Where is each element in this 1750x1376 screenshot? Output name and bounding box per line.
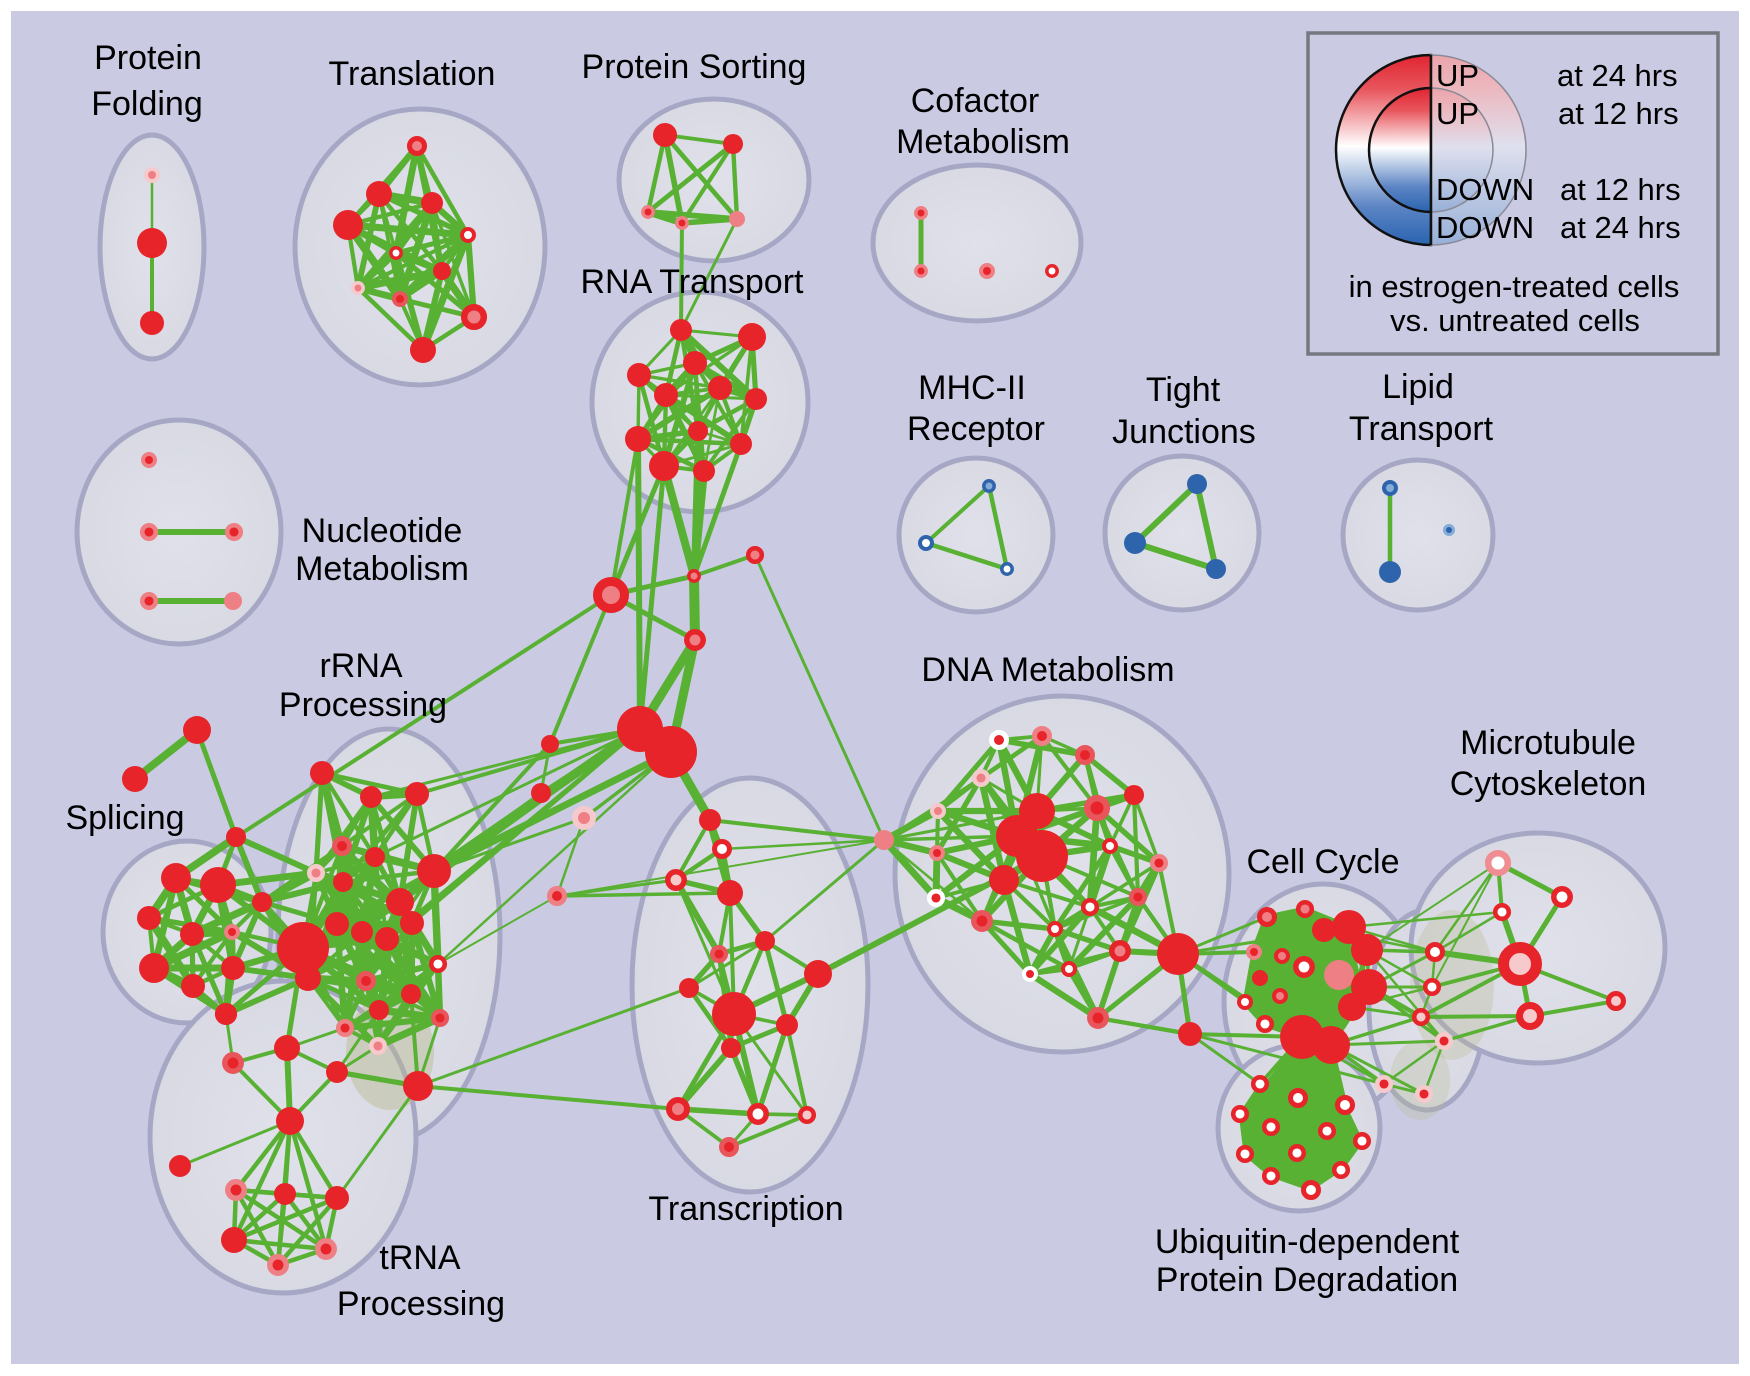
svg-text:DNA Metabolism: DNA Metabolism — [921, 651, 1174, 689]
svg-text:Processing: Processing — [337, 1285, 505, 1323]
svg-text:at 24 hrs: at 24 hrs — [1560, 210, 1681, 245]
svg-text:UP: UP — [1436, 58, 1479, 93]
svg-text:Tight: Tight — [1146, 371, 1221, 409]
svg-text:at 12 hrs: at 12 hrs — [1558, 96, 1679, 131]
svg-text:in estrogen-treated cells: in estrogen-treated cells — [1349, 269, 1680, 304]
svg-text:Microtubule: Microtubule — [1460, 724, 1636, 762]
svg-text:Splicing: Splicing — [65, 799, 184, 837]
svg-text:at 24 hrs: at 24 hrs — [1557, 58, 1678, 93]
svg-text:rRNA: rRNA — [319, 647, 402, 685]
svg-text:Translation: Translation — [329, 55, 496, 93]
svg-text:DOWN: DOWN — [1436, 172, 1534, 207]
svg-text:DOWN: DOWN — [1436, 210, 1534, 245]
svg-text:at 12 hrs: at 12 hrs — [1560, 172, 1681, 207]
svg-text:Protein Sorting: Protein Sorting — [582, 48, 807, 86]
svg-text:Processing: Processing — [279, 686, 447, 724]
svg-text:vs. untreated cells: vs. untreated cells — [1390, 303, 1640, 338]
svg-text:Lipid: Lipid — [1382, 368, 1454, 406]
svg-text:UP: UP — [1436, 96, 1479, 131]
svg-text:Receptor: Receptor — [907, 410, 1045, 448]
svg-text:Metabolism: Metabolism — [295, 550, 469, 588]
svg-text:Metabolism: Metabolism — [896, 123, 1070, 161]
svg-text:Protein: Protein — [94, 39, 202, 77]
svg-text:Cytoskeleton: Cytoskeleton — [1450, 765, 1647, 803]
svg-text:Folding: Folding — [91, 85, 203, 123]
svg-text:Transcription: Transcription — [648, 1190, 843, 1228]
svg-text:Cofactor: Cofactor — [911, 82, 1040, 120]
svg-text:Protein Degradation: Protein Degradation — [1156, 1261, 1458, 1299]
svg-text:Transport: Transport — [1349, 410, 1494, 448]
svg-text:Ubiquitin-dependent: Ubiquitin-dependent — [1155, 1223, 1460, 1261]
svg-text:Junctions: Junctions — [1112, 413, 1256, 451]
svg-text:Nucleotide: Nucleotide — [302, 512, 463, 550]
svg-text:RNA Transport: RNA Transport — [581, 263, 805, 301]
svg-text:tRNA: tRNA — [379, 1239, 461, 1277]
svg-text:Cell Cycle: Cell Cycle — [1246, 843, 1399, 881]
svg-text:MHC-II: MHC-II — [918, 369, 1026, 407]
